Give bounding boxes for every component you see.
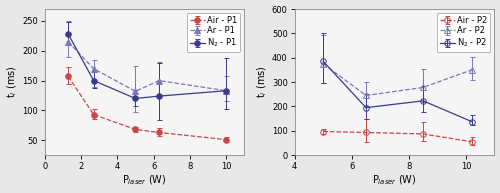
Y-axis label: t$_i$ (ms): t$_i$ (ms): [256, 66, 269, 98]
X-axis label: P$_{laser}$ (W): P$_{laser}$ (W): [122, 174, 166, 187]
Legend: Air - P2, Ar - P2, N$_2$ - P2: Air - P2, Ar - P2, N$_2$ - P2: [436, 13, 490, 52]
X-axis label: P$_{laser}$ (W): P$_{laser}$ (W): [372, 174, 417, 187]
Y-axis label: t$_i$ (ms): t$_i$ (ms): [6, 66, 19, 98]
Legend: Air - P1, Ar - P1, N$_2$ - P1: Air - P1, Ar - P1, N$_2$ - P1: [186, 13, 240, 52]
